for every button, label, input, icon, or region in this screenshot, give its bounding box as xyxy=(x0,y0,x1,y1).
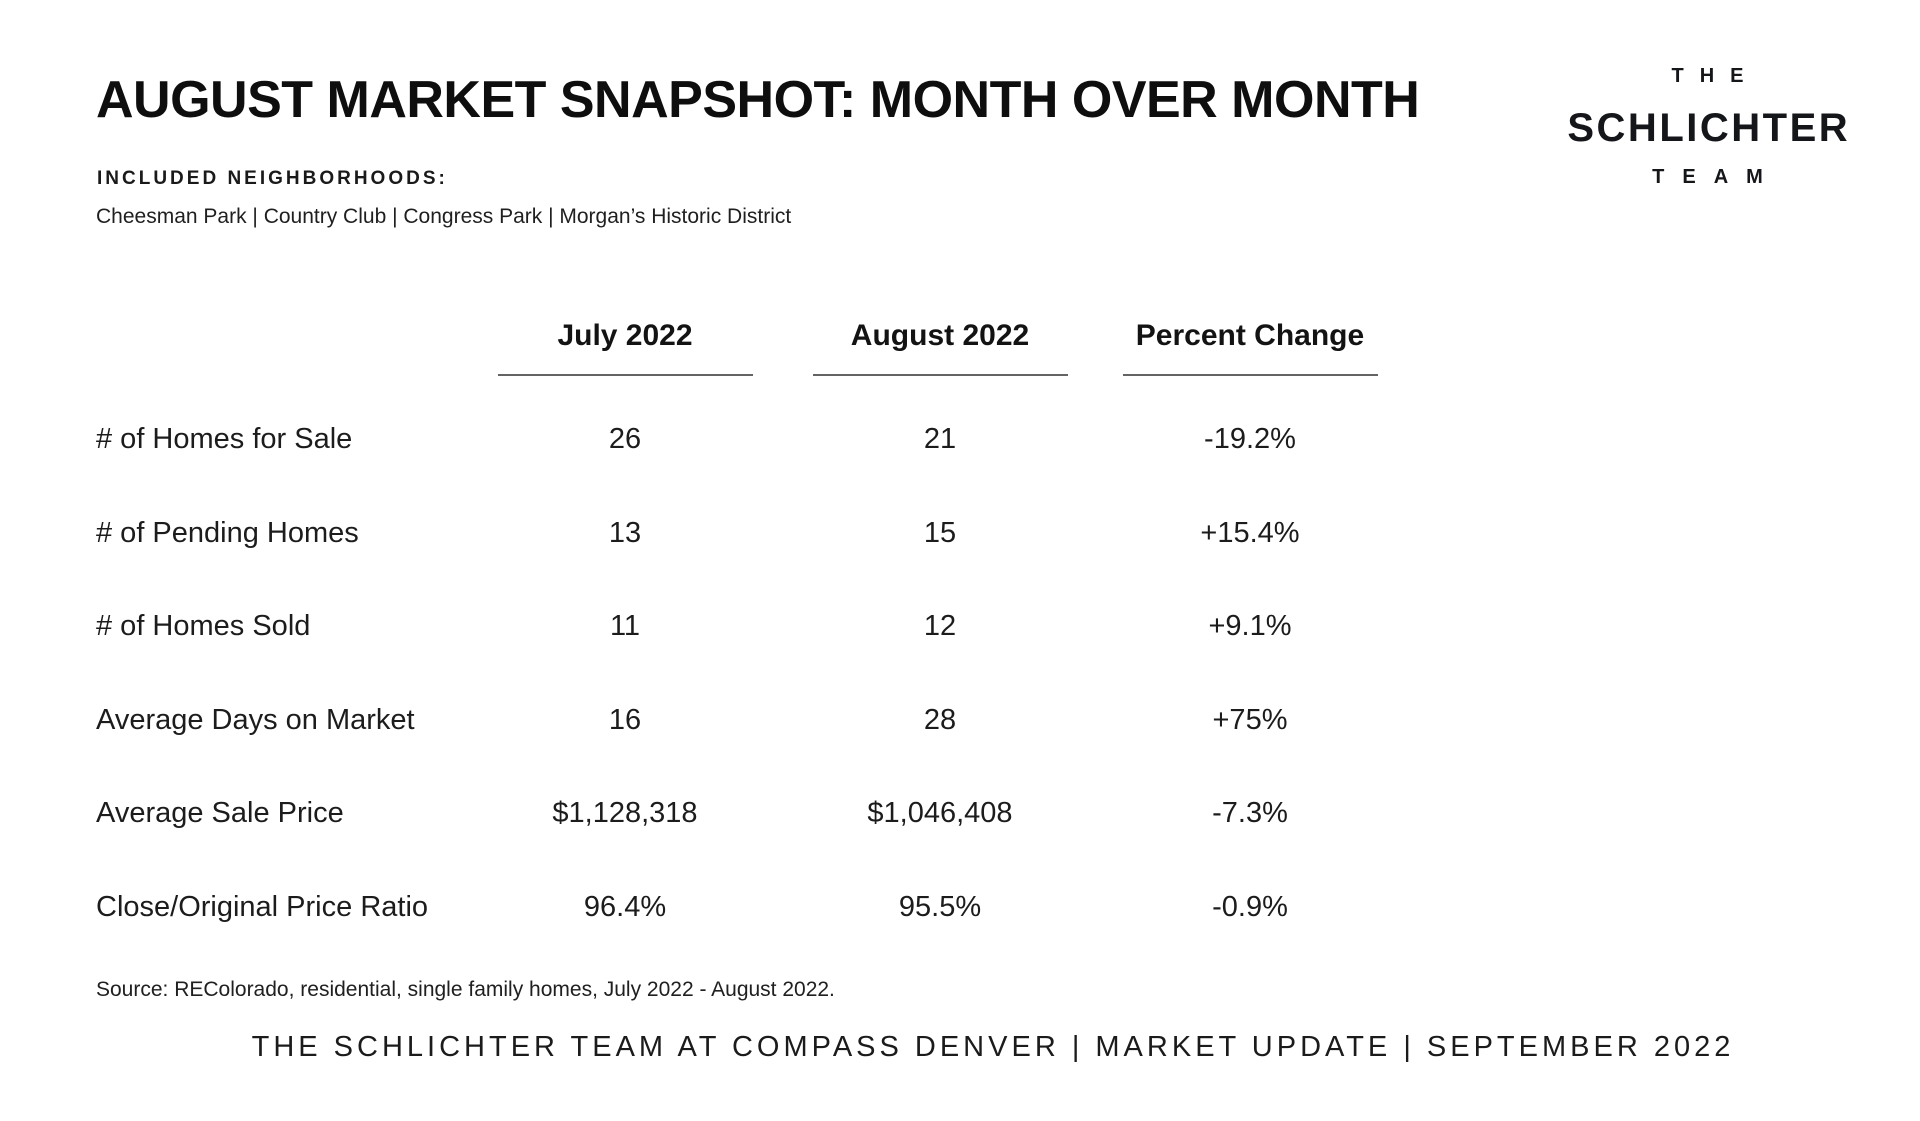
header-underline xyxy=(1122,374,1378,376)
market-comparison-table: July 2022 August 2022 Percent Change # o… xyxy=(96,316,1395,954)
july-value: 16 xyxy=(608,703,642,736)
table-row-average-days-on-market: Average Days on Market 16 28 +75% xyxy=(96,674,1395,768)
percent-change-value: -19.2% xyxy=(1204,423,1296,456)
row-label: # of Homes Sold xyxy=(96,610,311,643)
july-value: 13 xyxy=(608,516,642,549)
source-note: Source: REColorado, residential, single … xyxy=(96,978,835,1001)
percent-change-value: +75% xyxy=(1212,703,1288,736)
july-value: 26 xyxy=(608,423,642,456)
july-value: 11 xyxy=(609,610,641,643)
percent-change-value: +15.4% xyxy=(1200,516,1300,549)
header-underline xyxy=(497,374,753,376)
column-header-label: August 2022 xyxy=(850,319,1030,352)
table-row-close-original-price-ratio: Close/Original Price Ratio 96.4% 95.5% -… xyxy=(96,861,1395,955)
column-header-label: Percent Change xyxy=(1135,319,1365,352)
august-value: 28 xyxy=(923,703,957,736)
table-header-row: July 2022 August 2022 Percent Change xyxy=(96,316,1395,393)
table-row-homes-for-sale: # of Homes for Sale 26 21 -19.2% xyxy=(96,393,1395,487)
table-row-pending-homes: # of Pending Homes 13 15 +15.4% xyxy=(96,487,1395,581)
column-header-august: August 2022 xyxy=(775,316,1105,393)
schlichter-team-logo: THE SCHLICHTER TEAM xyxy=(1545,66,1870,188)
logo-line-the: THE xyxy=(1671,65,1760,87)
percent-change-value: -0.9% xyxy=(1212,890,1288,923)
august-value: 95.5% xyxy=(898,890,982,923)
logo-line-name: SCHLICHTER xyxy=(1567,106,1851,150)
column-header-percent-change: Percent Change xyxy=(1105,316,1395,393)
column-header-july: July 2022 xyxy=(475,316,775,393)
logo-line-team: TEAM xyxy=(1652,166,1781,188)
august-value: 15 xyxy=(923,516,957,549)
percent-change-value: +9.1% xyxy=(1208,610,1292,643)
row-label: Close/Original Price Ratio xyxy=(96,890,429,923)
header-spacer xyxy=(96,316,475,393)
included-neighborhoods-label: INCLUDED NEIGHBORHOODS: xyxy=(97,168,448,189)
column-header-label: July 2022 xyxy=(557,319,693,352)
percent-change-value: -7.3% xyxy=(1212,797,1288,830)
august-value: 12 xyxy=(923,610,957,643)
row-label: # of Pending Homes xyxy=(96,516,359,549)
august-value: 21 xyxy=(923,423,957,456)
footer-banner: THE SCHLICHTER TEAM AT COMPASS DENVER | … xyxy=(251,1031,1735,1063)
row-label: # of Homes for Sale xyxy=(96,423,353,456)
header-underline xyxy=(812,374,1068,376)
july-value: $1,128,318 xyxy=(552,797,698,830)
page-title: AUGUST MARKET SNAPSHOT: MONTH OVER MONTH xyxy=(96,71,1420,129)
row-label: Average Days on Market xyxy=(96,703,415,736)
july-value: 96.4% xyxy=(583,890,667,923)
neighborhoods-list: Cheesman Park | Country Club | Congress … xyxy=(96,205,792,228)
august-value: $1,046,408 xyxy=(867,797,1013,830)
table-row-average-sale-price: Average Sale Price $1,128,318 $1,046,408… xyxy=(96,767,1395,861)
row-label: Average Sale Price xyxy=(96,797,344,830)
table-row-homes-sold: # of Homes Sold 11 12 +9.1% xyxy=(96,580,1395,674)
